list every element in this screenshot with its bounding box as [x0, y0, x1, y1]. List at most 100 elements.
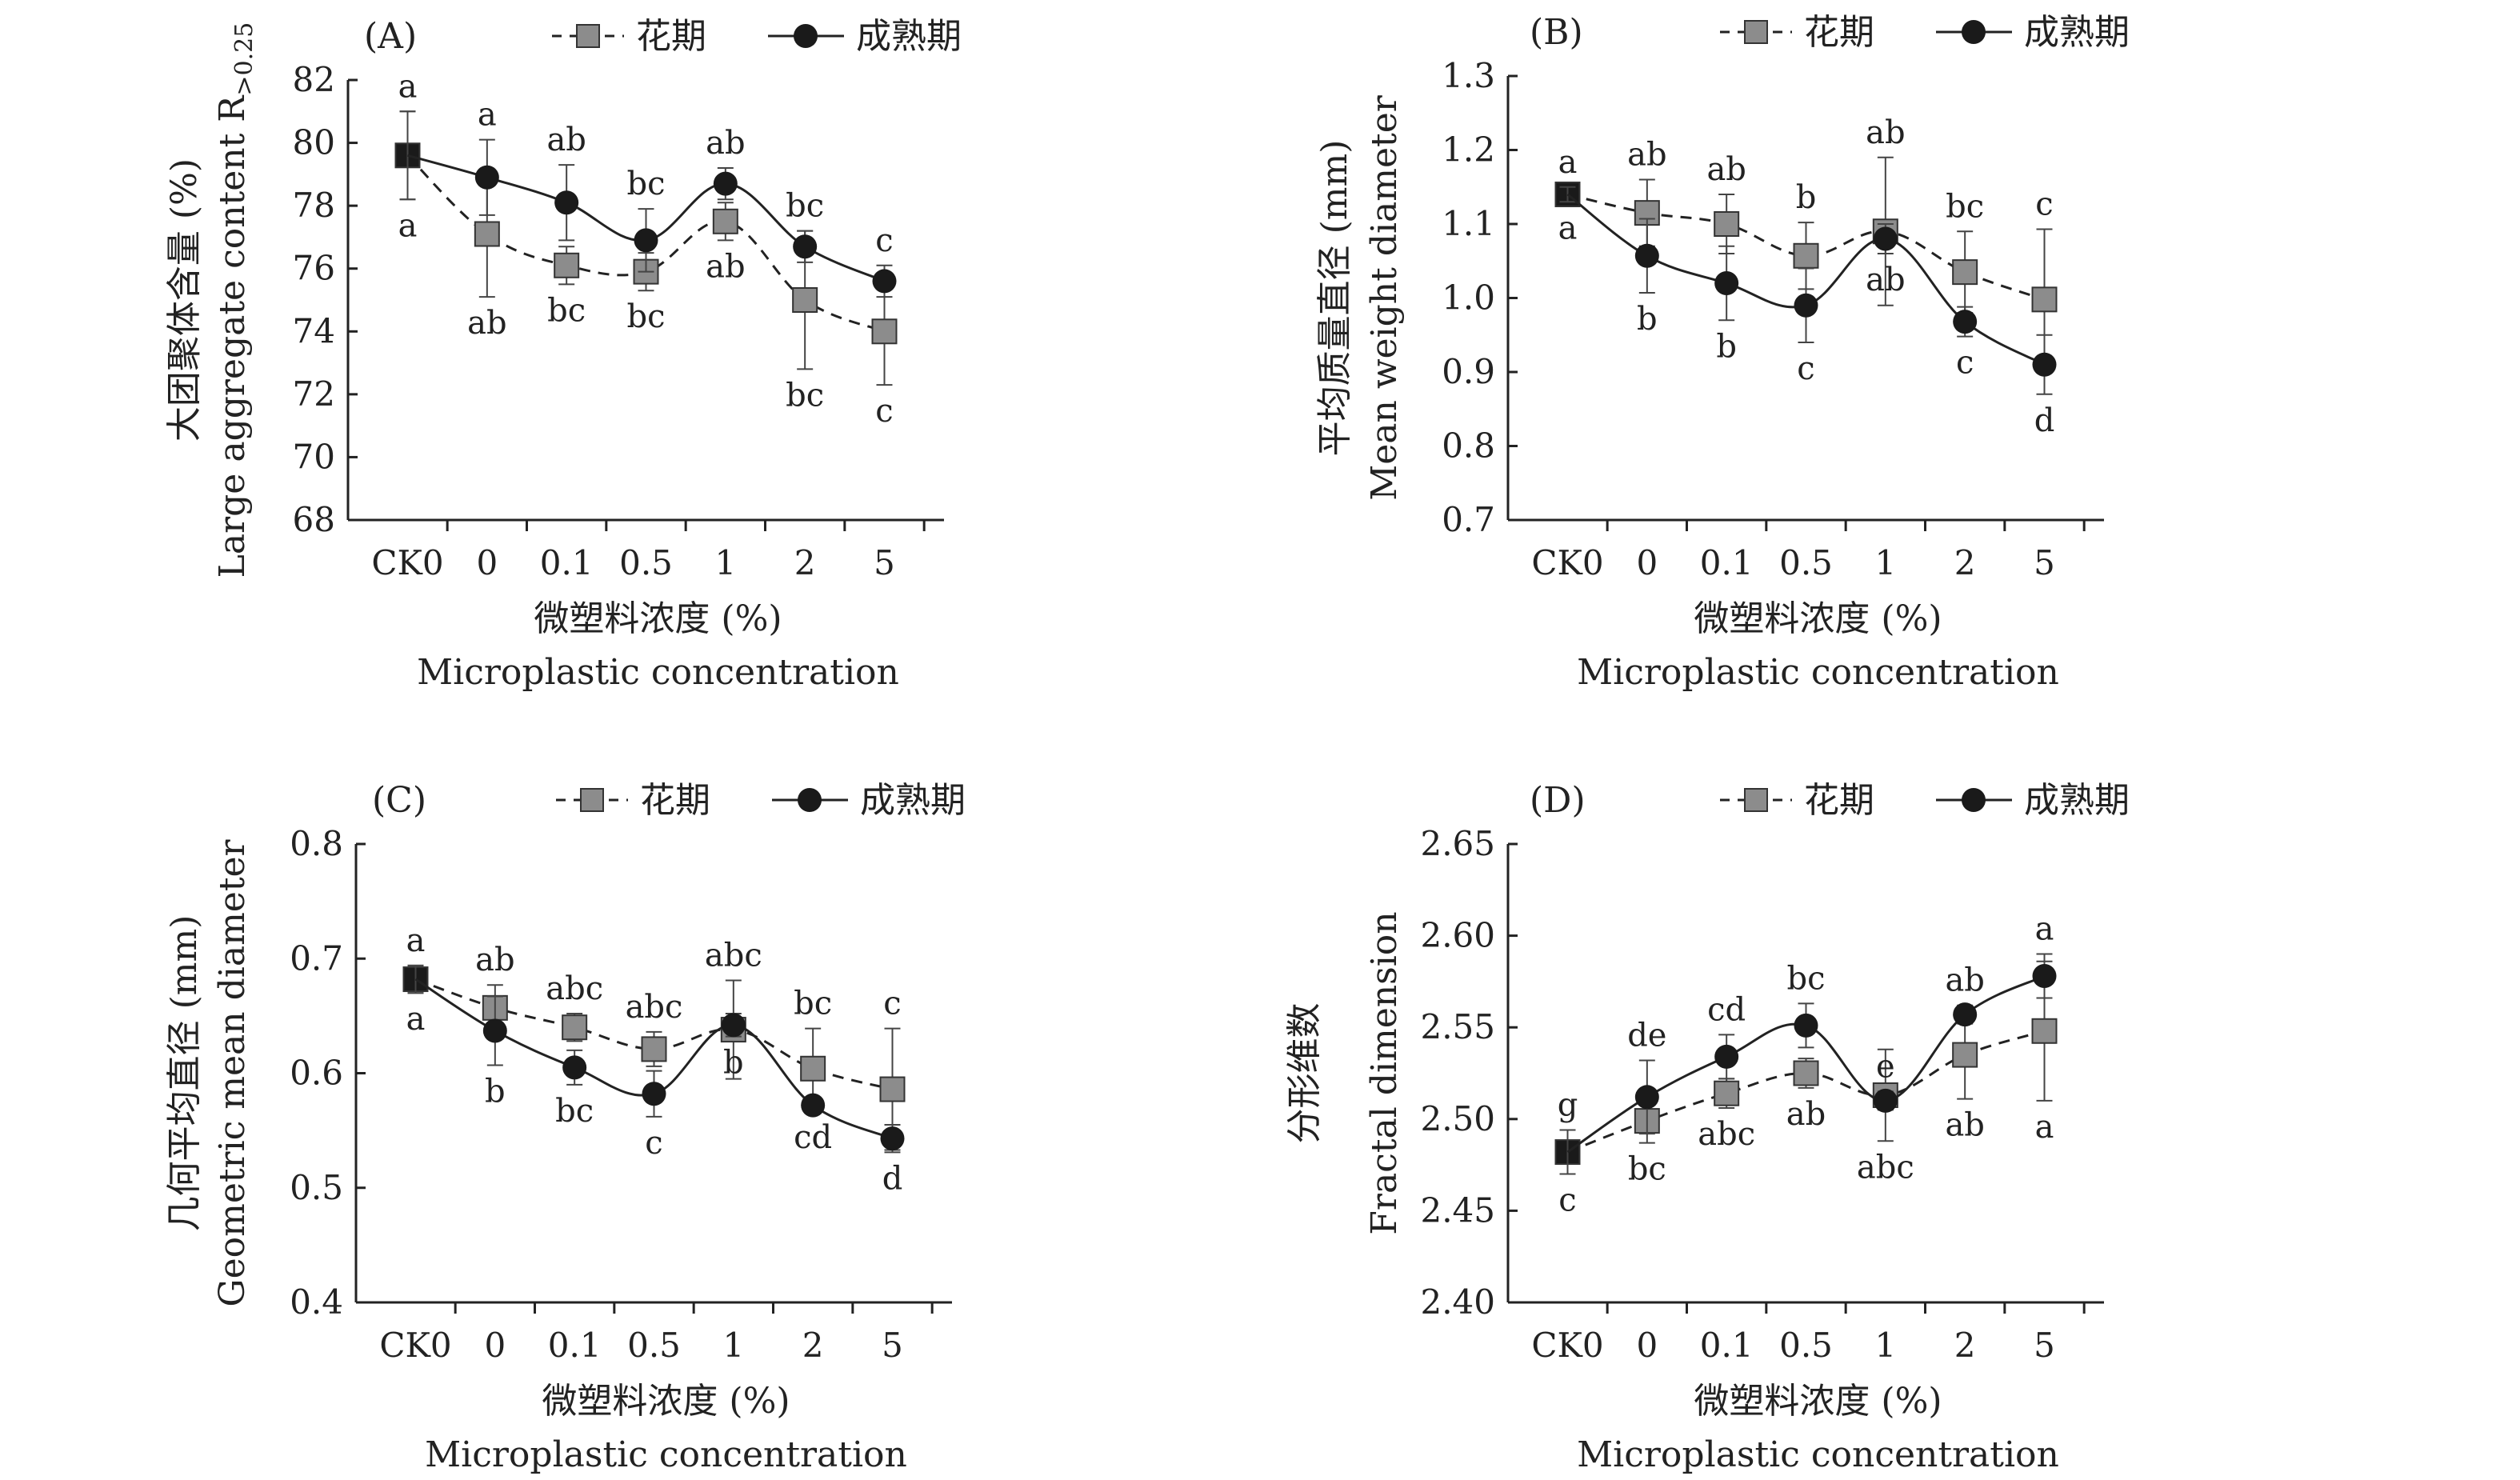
x-tick-label: 2 — [1954, 543, 1976, 582]
x-tick-label: 1 — [722, 1326, 744, 1365]
y-tick-label: 2.65 — [1420, 824, 1495, 863]
legend-marker-maturity — [794, 24, 818, 48]
chart-panel: 68 70 72 74 76 78 80 82 CK0 0 0.1 0.5 1 2 5 微塑料浓度 (%) Mi… — [164, 16, 962, 693]
significance-letter: ab — [706, 248, 745, 285]
data-point-maturity — [1714, 1044, 1739, 1069]
legend-label-flowering: 花期 — [1804, 780, 1874, 821]
y-tick-label: 72 — [293, 374, 335, 414]
data-point-maturity — [1794, 293, 1818, 318]
y-axis-title-cn: 平均质量直径 (mm) — [1314, 140, 1355, 457]
significance-letter: abc — [626, 989, 683, 1026]
data-point-maturity — [1634, 1085, 1659, 1110]
x-axis-title-en: Microplastic concentration — [425, 1434, 907, 1475]
significance-letter: c — [1956, 345, 1974, 382]
y-tick-label: 70 — [293, 437, 335, 476]
x-tick-label: 1 — [1874, 543, 1896, 582]
x-tick-label: 0 — [476, 543, 498, 582]
legend-label-maturity: 成熟期 — [2024, 780, 2130, 821]
data-point-maturity — [880, 1126, 905, 1151]
y-tick-label: 78 — [293, 186, 335, 225]
x-tick-label: 0.1 — [548, 1326, 602, 1365]
chart-panel: 0.4 0.5 0.6 0.7 0.8 CK0 0 0.1 0.5 1 2 5 微塑料浓度 (%) Mic… — [164, 780, 966, 1475]
data-point-maturity — [872, 269, 897, 294]
significance-letter: bc — [1946, 188, 1984, 225]
legend-marker-flowering — [576, 24, 600, 48]
y-tick-label: 82 — [293, 60, 335, 99]
panel-label: (C) — [372, 780, 426, 821]
legend-marker-flowering — [1744, 788, 1768, 812]
y-tick-label: 2.45 — [1420, 1190, 1495, 1230]
legend-marker-flowering — [1744, 20, 1768, 44]
significance-letter: cd — [1707, 991, 1746, 1028]
x-tick-label: CK0 — [371, 543, 443, 582]
y-tick-label: 0.8 — [1442, 426, 1495, 466]
significance-letter: a — [478, 97, 497, 134]
significance-letter: abc — [1698, 1116, 1755, 1153]
significance-letter: bc — [794, 986, 832, 1022]
y-axis-title-en-main: Fractal dimension — [1364, 911, 1405, 1234]
legend-label-maturity: 成熟期 — [2024, 12, 2130, 53]
y-axis-title-en-main: Geometric mean diameter — [212, 838, 253, 1306]
significance-letter: c — [1797, 350, 1814, 387]
significance-letter: a — [398, 207, 418, 244]
x-tick-label: CK0 — [379, 1326, 451, 1365]
y-axis-title-en: Large aggregate content R>0.25 — [212, 22, 258, 578]
y-tick-label: 68 — [293, 500, 335, 539]
legend-label-flowering: 花期 — [636, 16, 706, 57]
data-point-maturity — [554, 190, 579, 215]
data-point-flowering — [641, 1036, 667, 1062]
significance-letter: c — [1558, 1182, 1576, 1219]
panel-label: (A) — [364, 16, 417, 57]
y-tick-label: 2.40 — [1420, 1282, 1495, 1322]
y-axis-title-subscript: >0.25 — [230, 22, 258, 96]
y-tick-label: 0.9 — [1442, 352, 1495, 391]
x-tick-label: 0.1 — [540, 543, 594, 582]
data-point-flowering — [879, 1076, 906, 1102]
data-point-maturity — [482, 1018, 507, 1043]
significance-letter: ab — [706, 125, 745, 162]
data-point-maturity — [793, 234, 818, 259]
y-tick-label: 0.4 — [290, 1282, 343, 1322]
x-axis-title-cn: 微塑料浓度 (%) — [1694, 1381, 1942, 1422]
chart-panel: 2.40 2.45 2.50 2.55 2.60 2.65 CK0 0 0.1 0.5 1 2 5 微塑料… — [1284, 780, 2130, 1475]
y-tick-label: 1.0 — [1442, 278, 1495, 318]
x-tick-label: 2 — [794, 543, 816, 582]
data-point-flowering — [554, 252, 580, 278]
data-point-flowering — [1793, 242, 1819, 269]
legend-marker-maturity — [1962, 20, 1986, 44]
y-tick-label: 2.50 — [1420, 1099, 1495, 1138]
data-point-maturity — [1873, 1088, 1898, 1113]
significance-letter: ab — [1945, 962, 1984, 999]
data-point-maturity — [1953, 1002, 1978, 1027]
y-tick-label: 74 — [293, 311, 335, 350]
x-tick-label: 0.1 — [1700, 543, 1754, 582]
y-tick-label: 0.6 — [290, 1054, 343, 1093]
x-tick-label: 0 — [484, 1326, 506, 1365]
data-point-maturity — [474, 165, 499, 190]
significance-letter: ab — [1866, 262, 1905, 298]
y-tick-label: 2.55 — [1420, 1007, 1495, 1046]
y-tick-label: 1.1 — [1442, 204, 1495, 243]
legend-label-maturity: 成熟期 — [860, 780, 966, 821]
x-tick-label: 0.5 — [1779, 543, 1833, 582]
x-tick-label: 5 — [2034, 1326, 2055, 1365]
x-tick-label: 0.5 — [627, 1326, 681, 1365]
significance-letter: bc — [555, 1093, 594, 1130]
y-tick-label: 0.8 — [290, 824, 343, 863]
significance-letter: b — [485, 1073, 506, 1110]
x-tick-label: 1 — [714, 543, 736, 582]
x-tick-label: CK0 — [1531, 1326, 1603, 1365]
legend-label-flowering: 花期 — [640, 780, 710, 821]
significance-letter: de — [1627, 1017, 1666, 1054]
data-point-flowering — [562, 1014, 588, 1041]
x-axis-title-en: Microplastic concentration — [417, 652, 899, 693]
data-point-maturity — [1873, 226, 1898, 251]
significance-letter: b — [1716, 328, 1737, 365]
panel-label: (D) — [1530, 780, 1586, 821]
data-point-maturity — [562, 1055, 587, 1080]
data-point-flowering — [1952, 259, 1978, 286]
y-tick-label: 1.2 — [1442, 130, 1495, 170]
significance-letter: ab — [1627, 137, 1666, 174]
significance-letter: a — [1558, 210, 1578, 246]
legend-marker-maturity — [1962, 788, 1986, 812]
